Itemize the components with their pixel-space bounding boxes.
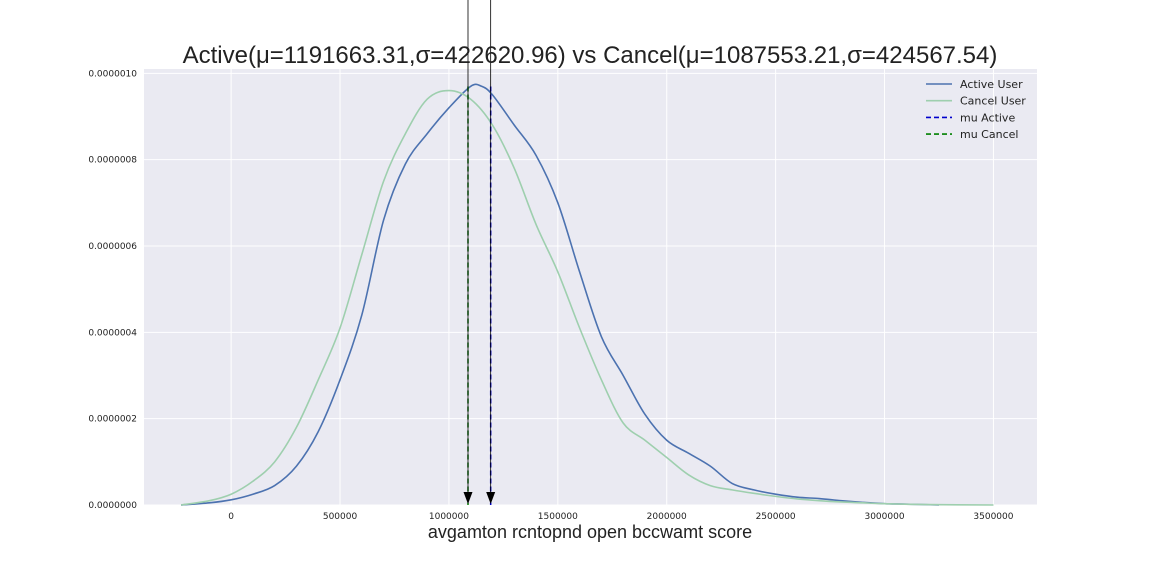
arrow-head: [463, 492, 473, 504]
chart-title: Active(μ=1191663.31,σ=422620.96) vs Canc…: [183, 42, 998, 69]
series-layer: [180, 83, 994, 506]
legend-label: mu Cancel: [960, 128, 1018, 141]
x-axis-label: avgamton rcntopnd open bccwamt score: [428, 522, 752, 542]
legend: Active User Cancel User mu Active mu Cancel: [926, 78, 1026, 141]
arrow-annotations: [463, 0, 496, 504]
x-tick-label: 1000000: [429, 512, 469, 522]
y-tick-label: 0.0000002: [88, 415, 137, 425]
y-tick-label: 0.0000004: [88, 328, 137, 338]
legend-item: mu Active: [926, 111, 1015, 124]
grid: [144, 69, 1037, 506]
legend-item: Cancel User: [926, 95, 1026, 108]
legend-item: mu Cancel: [926, 128, 1018, 141]
series-line-active-user: [180, 83, 940, 506]
x-tick-label: 1500000: [538, 512, 578, 522]
x-tick-label: 3500000: [973, 512, 1013, 522]
x-tick-label: 2000000: [647, 512, 687, 522]
x-tick-label: 500000: [323, 512, 358, 522]
series-line-cancel-user: [180, 89, 994, 506]
plot-background: [144, 69, 1037, 505]
y-tick-label: 0.0000000: [88, 501, 137, 511]
x-tick-label: 3000000: [864, 512, 904, 522]
x-tick-label: 0: [228, 512, 234, 522]
y-tick-labels: 0.0000000 0.0000002 0.0000004 0.0000006 0.00…: [88, 69, 137, 511]
y-tick-label: 0.0000008: [88, 156, 137, 166]
arrow-annotation-1: [486, 0, 496, 504]
arrow-annotation-0: [463, 0, 473, 504]
legend-item: Active User: [926, 78, 1023, 91]
legend-label: Active User: [960, 78, 1023, 91]
legend-label: mu Active: [960, 111, 1015, 124]
x-tick-label: 2500000: [756, 512, 796, 522]
y-tick-label: 0.0000010: [88, 69, 137, 79]
legend-label: Cancel User: [960, 95, 1026, 108]
arrow-head: [486, 492, 496, 504]
y-tick-label: 0.0000006: [88, 242, 137, 252]
x-tick-labels: 0 500000 1000000 1500000 2000000 2500000 30000…: [228, 512, 1013, 522]
